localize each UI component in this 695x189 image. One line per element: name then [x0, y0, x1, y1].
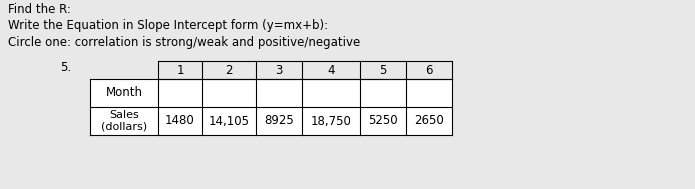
Text: Write the Equation in Slope Intercept form (y=mx+b):: Write the Equation in Slope Intercept fo… — [8, 19, 328, 32]
Text: 14,105: 14,105 — [208, 115, 250, 128]
Text: 1480: 1480 — [165, 115, 195, 128]
Text: 5: 5 — [379, 64, 386, 77]
Text: 1: 1 — [177, 64, 183, 77]
Text: Month: Month — [106, 87, 142, 99]
Text: Circle one: correlation is strong/weak and positive/negative: Circle one: correlation is strong/weak a… — [8, 36, 360, 49]
Text: 5250: 5250 — [368, 115, 398, 128]
Text: 6: 6 — [425, 64, 433, 77]
Text: 2: 2 — [225, 64, 233, 77]
Text: 3: 3 — [275, 64, 283, 77]
Text: 4: 4 — [327, 64, 335, 77]
Bar — [90, 79, 452, 135]
Text: 18,750: 18,750 — [311, 115, 352, 128]
Text: 8925: 8925 — [264, 115, 294, 128]
Text: 5.: 5. — [60, 61, 71, 74]
Text: Find the R:: Find the R: — [8, 3, 71, 16]
Text: Sales
(dollars): Sales (dollars) — [101, 110, 147, 132]
Text: 2650: 2650 — [414, 115, 444, 128]
